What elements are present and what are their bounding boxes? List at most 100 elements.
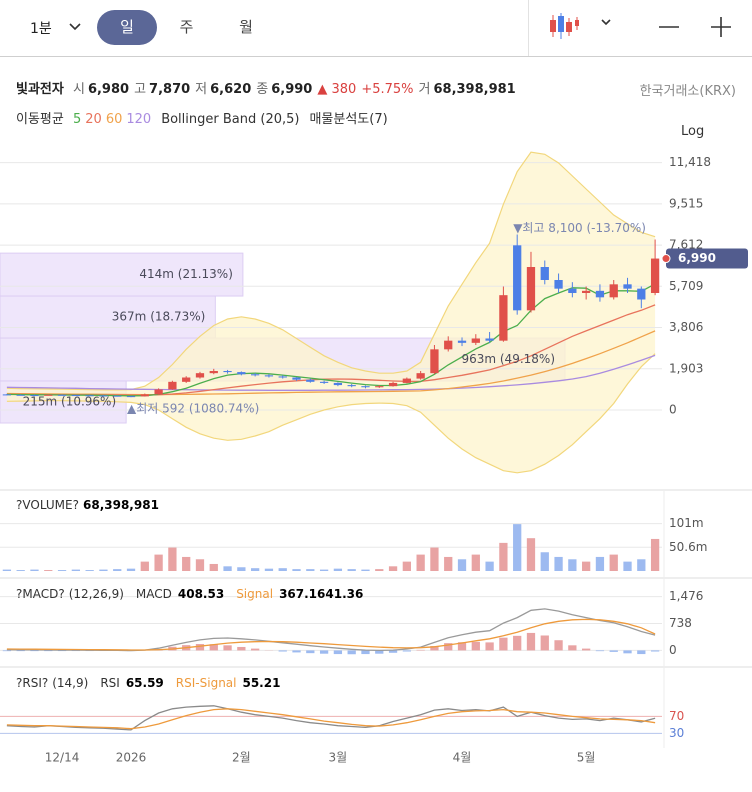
zoom-in[interactable] [710, 16, 732, 38]
candle-body [444, 340, 453, 350]
indicator-legend: 이동평균 5 20 60 120 Bollinger Band (20,5) 매물분석도(… [16, 108, 393, 127]
exchange: 한국거래소(KRX) [639, 84, 736, 99]
chevron[interactable] [600, 18, 612, 28]
panel [0, 705, 662, 734]
field-value: 68,398,981 [433, 82, 516, 97]
candle-body [623, 284, 632, 289]
legend-entry: 5 [72, 112, 82, 127]
candle-body [388, 382, 398, 387]
candle-body [292, 377, 301, 380]
y-tick-label: 738 [669, 616, 692, 630]
candle-body [319, 381, 329, 383]
chart-type-icon[interactable] [548, 12, 580, 40]
histogram-bar [347, 650, 356, 655]
candle-body [568, 288, 577, 293]
volume-bar [375, 569, 384, 571]
zoom-out[interactable] [658, 16, 680, 38]
candle-body [526, 267, 536, 311]
volume-bar [623, 561, 632, 571]
panel [0, 523, 662, 571]
histogram-bar [637, 650, 646, 655]
histogram-bar [223, 645, 232, 651]
y-tick-label: 11,418 [669, 155, 711, 169]
histogram-bar [209, 644, 218, 651]
candle-body [195, 373, 205, 378]
field-value: 7,870 [149, 82, 191, 97]
legend-entry: 60 [105, 112, 123, 127]
histogram-bar [402, 650, 411, 652]
candle-body [182, 377, 191, 382]
legend-entry: RSI [100, 676, 120, 690]
indicator-name: ?RSI? [16, 676, 48, 690]
field-label: 고 [134, 82, 147, 97]
moving-average [6, 283, 656, 397]
histogram-bar [444, 643, 453, 651]
volume-bar [582, 561, 591, 571]
histogram-bar [416, 649, 425, 651]
panel-title: ?VOLUME? 68,398,981 [16, 498, 159, 512]
histogram-bar [44, 650, 53, 652]
histogram-bar [237, 646, 246, 651]
legend-entry: Bollinger Band (20,5) [161, 112, 300, 127]
interval[interactable]: 1분 [30, 21, 52, 37]
profile-label: 367m (18.73%) [112, 310, 206, 324]
volume-bar [251, 568, 260, 571]
candle-body [499, 295, 508, 341]
histogram-bar [513, 635, 522, 651]
price-tag [666, 248, 748, 269]
profile-label: 414m (21.13%) [139, 267, 233, 281]
histogram-bar [375, 650, 384, 654]
histogram-bar [485, 642, 494, 651]
legend-entry: RSI-Signal [176, 676, 237, 690]
legend-entry: 매물분석도(7) [309, 112, 388, 127]
legend-entry: Signal [236, 587, 273, 601]
candle-body [140, 394, 149, 397]
indicator-name: ?VOLUME? [16, 498, 79, 512]
candle-body [375, 386, 384, 388]
change: ▲ 380 [317, 82, 357, 97]
bollinger-upper [6, 151, 656, 391]
indicator-params: (12,26,9) [69, 587, 124, 601]
volume-bar [595, 556, 605, 571]
volume-bar [568, 559, 577, 571]
x-tick-label: 2월 [232, 751, 251, 765]
indicator-line [6, 705, 656, 731]
histogram-bar [582, 648, 591, 651]
candle-body [2, 394, 12, 396]
quote-header: 빛과전자 시 6,980 고 7,870 저 6,620 종 6,990 ▲ 380 +5.75%… [16, 78, 521, 97]
low-annotation: ▲최저 592 (1080.74%) [127, 402, 259, 416]
volume-bar [16, 570, 25, 571]
field-label: 종 [256, 82, 269, 97]
period-tab[interactable]: 주 [179, 18, 194, 36]
profile-bar [0, 252, 244, 297]
legend-value: 55.21 [242, 676, 280, 690]
volume-bar [195, 559, 205, 571]
scale-toggle[interactable]: Log [681, 124, 705, 139]
candle-body [16, 394, 25, 396]
period-tab[interactable]: 월 [239, 18, 253, 36]
indicator-value: 68,398,981 [83, 498, 159, 512]
volume-bar [416, 554, 425, 571]
volume-bar [154, 554, 163, 571]
volume-bar [85, 570, 94, 571]
candle-body [278, 376, 287, 378]
histogram-bar [526, 632, 536, 651]
volume-bar [319, 569, 329, 571]
volume-bar [540, 552, 549, 571]
chevron[interactable] [68, 22, 82, 32]
candle-body [30, 395, 39, 397]
volume-bar [140, 561, 149, 571]
y-tick-label: 9,515 [669, 196, 703, 210]
volume-bar [513, 524, 522, 571]
toolbar: 1분 일 주 월 [0, 0, 752, 57]
candle-body [582, 290, 591, 293]
volume-bar [457, 559, 467, 571]
volume-bar [333, 568, 343, 571]
y-tick-label: 30 [669, 726, 684, 740]
volume-bar [485, 561, 494, 571]
y-tick-label: 3,806 [669, 320, 703, 334]
candle-body [237, 372, 246, 375]
period-tab[interactable]: 일 [97, 10, 157, 45]
x-tick-label: 4월 [453, 751, 472, 765]
candle-body [650, 258, 660, 293]
